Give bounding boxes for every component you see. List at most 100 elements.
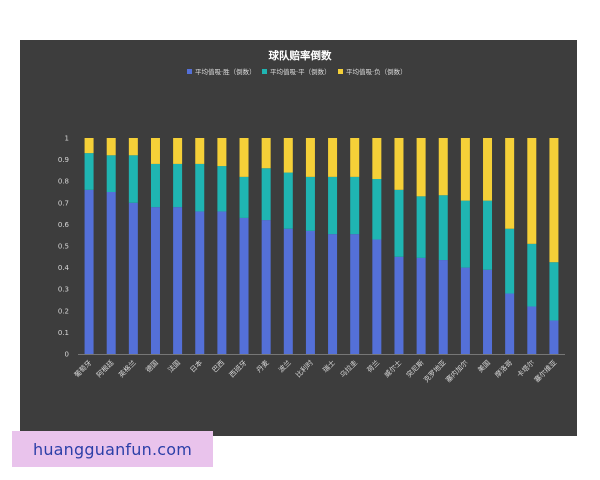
stacked-bar-chart: 球队赔率倒数 平均值吸·胜（倒数） 平均值吸·平（倒数） 平均值吸·负（倒数） 00… [58,49,565,384]
x-tick-label: 威尔士 [382,358,403,379]
y-tick-label: 0.5 [58,243,69,251]
bar-segment [505,228,515,294]
bar-segment [283,172,293,229]
bar-segment [350,176,360,235]
bar-segment [438,195,448,261]
x-tick-label: 摩洛哥 [493,358,514,379]
bar-segment [173,138,183,164]
bar-segment [283,228,293,354]
bar-segment [195,211,205,354]
bar-segment [261,138,271,169]
bar-segment [527,138,537,244]
bar-segment [217,166,227,212]
bar-segment [261,220,271,354]
x-axis: 葡萄牙 阿根廷 英格兰 德国 法国 日本 巴西 西班牙 丹麦 波兰 比利时 瑞士 乌拉圭 荷兰 威尔士 突尼斯… [72,354,565,384]
legend-label: 平均值吸·负（倒数） [346,67,407,76]
y-axis: 0 0.1 0.2 0.3 0.4 0.5 0.6 0.7 0.8 0.9 1 [58,135,70,359]
bar-segment [438,260,448,354]
bar-segment [505,138,515,229]
x-tick-label: 比利时 [294,358,315,379]
x-tick-label: 美国 [476,358,492,374]
legend-swatch [262,69,267,74]
bar-segment [394,138,404,190]
bar-segment [217,211,227,354]
x-tick-label: 西班牙 [227,358,248,379]
bar-segment [128,155,138,203]
bar-segment [84,138,94,154]
y-tick-label: 0.8 [58,178,69,186]
bar-segment [460,200,470,268]
bar-segment [416,196,426,258]
bar-segment [261,168,271,221]
x-tick-label: 德国 [144,358,160,374]
legend-swatch [187,69,192,74]
bars [84,138,559,354]
y-tick-label: 0.4 [58,264,70,272]
bar-segment [394,256,404,354]
bar-segment [416,257,426,354]
bar-segment [549,138,559,263]
chart-title: 球队赔率倒数 [269,49,332,62]
bar-segment [372,239,382,354]
bar-segment [195,163,205,212]
legend-label: 平均值吸·胜（倒数） [195,67,256,76]
bar-segment [438,138,448,196]
bar-segment [483,269,493,354]
x-tick-label: 葡萄牙 [72,358,93,379]
bar-segment [195,138,205,164]
watermark-banner: huangguanfun.com [12,431,213,467]
bar-segment [150,138,160,164]
y-tick-label: 0.1 [58,329,69,337]
bar-segment [328,234,338,354]
bar-segment [173,207,183,354]
bar-segment [527,243,537,307]
bar-segment [239,138,249,177]
bar-segment [460,267,470,354]
bar-segment [505,293,515,354]
y-tick-label: 0.9 [58,156,69,164]
bar-segment [328,176,338,235]
bar-segment [173,163,183,208]
bar-segment [106,138,116,156]
legend-swatch [338,69,343,74]
bar-segment [239,217,249,354]
bar-segment [328,138,338,177]
x-tick-label: 巴西 [211,359,227,375]
bar-segment [106,192,116,354]
x-tick-label: 阿根廷 [94,358,115,379]
chart-legend: 平均值吸·胜（倒数） 平均值吸·平（倒数） 平均值吸·负（倒数） [187,67,407,76]
bar-segment [549,262,559,321]
x-tick-label: 突尼斯 [404,358,425,379]
y-tick-label: 0.3 [58,286,69,294]
x-tick-label: 荷兰 [365,358,381,374]
watermark-text: huangguanfun.com [33,439,192,459]
bar-segment [150,207,160,354]
x-tick-label: 波兰 [276,358,292,374]
x-tick-label: 日本 [188,358,204,374]
bar-segment [350,138,360,177]
bar-segment [305,138,315,177]
bar-segment [372,138,382,180]
x-tick-label: 英格兰 [117,358,138,379]
bar-segment [527,306,537,354]
bar-segment [128,138,138,156]
x-tick-label: 塞内加尔 [444,358,470,384]
y-tick-label: 0.2 [58,307,69,315]
bar-segment [483,138,493,201]
bar-segment [217,138,227,167]
x-tick-label: 瑞士 [321,358,337,374]
legend-label: 平均值吸·平（倒数） [270,67,331,76]
bar-segment [239,176,249,218]
bar-segment [394,189,404,257]
bar-segment [305,230,315,354]
y-tick-label: 0.6 [58,221,70,229]
y-tick-label: 0.7 [58,199,69,207]
y-tick-label: 1 [65,135,69,143]
bar-segment [460,138,470,201]
x-tick-label: 卡塔尔 [515,358,536,379]
x-tick-label: 乌拉圭 [338,358,359,379]
bar-segment [128,202,138,354]
bar-segment [483,200,493,270]
